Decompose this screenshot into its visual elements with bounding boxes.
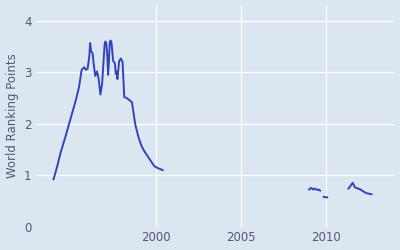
Y-axis label: World Ranking Points: World Ranking Points [6,54,18,178]
